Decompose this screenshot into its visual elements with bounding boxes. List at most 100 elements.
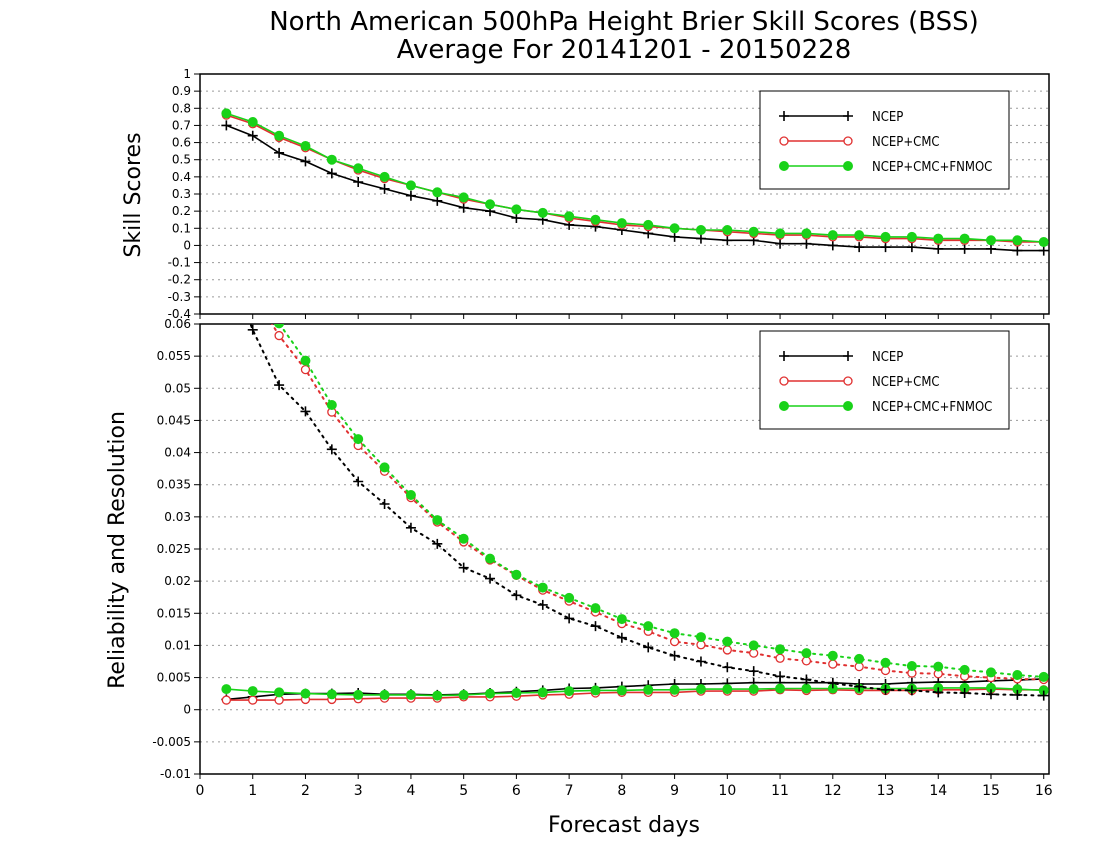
bottom-series-line-ncep	[226, 678, 1044, 701]
bottom-point-ncep-cmc-fnmoc	[748, 684, 759, 695]
bottom-point-ncep-cmc-fnmoc	[405, 490, 416, 500]
bottom-point-ncep-cmc-fnmoc	[247, 686, 258, 697]
top-y-tick-label: 0.4	[172, 170, 191, 184]
bottom-y-axis-label: Reliability and Resolution	[105, 411, 130, 689]
top-y-tick-label: 1	[183, 67, 191, 81]
bottom-point-ncep	[247, 324, 258, 335]
bottom-point-ncep	[432, 538, 443, 549]
top-point-ncep	[300, 156, 311, 167]
top-plot-frame	[199, 73, 1050, 315]
bottom-x-tick-label: 2	[301, 783, 310, 799]
bottom-series-group	[221, 255, 1049, 705]
bottom-point-ncep-cmc-fnmoc	[511, 569, 522, 580]
top-point-ncep-cmc-fnmoc	[1012, 235, 1023, 246]
bottom-point-ncep	[775, 671, 786, 682]
bottom-point-ncep	[379, 499, 390, 509]
top-y-axis-label: Skill Scores	[121, 132, 146, 257]
top-y-tick-label: 0.8	[172, 101, 191, 115]
top-point-ncep-cmc-fnmoc	[564, 211, 575, 222]
bottom-point-ncep-cmc-fnmoc	[458, 689, 469, 700]
bottom-point-ncep-cmc-fnmoc	[643, 621, 654, 632]
top-legend-label-ncep-cmc-fnmoc: NCEP+CMC+FNMOC	[872, 160, 992, 175]
bottom-point-ncep	[906, 685, 917, 696]
bottom-point-ncep-cmc	[248, 695, 258, 705]
bottom-x-tick-label: 10	[718, 783, 736, 799]
bottom-point-ncep	[643, 642, 654, 653]
bottom-point-ncep	[933, 687, 944, 698]
top-point-ncep	[669, 231, 680, 242]
bottom-point-ncep-cmc-fnmoc	[326, 400, 337, 410]
top-point-ncep	[458, 202, 469, 213]
top-point-ncep-cmc-fnmoc	[880, 231, 891, 242]
bottom-point-ncep-cmc-fnmoc	[1012, 670, 1023, 680]
bottom-x-tick-label: 14	[929, 783, 947, 799]
top-point-ncep-cmc-fnmoc	[247, 117, 258, 127]
top-point-ncep-cmc-fnmoc	[590, 214, 601, 225]
top-point-ncep-cmc-fnmoc	[1038, 237, 1049, 247]
top-panel-skill-scores: 1 0.9 0.8 0.7 0.6 0.5 0.4 0.3 0.2 0.1 0 -0.1 -0.2 -0.…	[168, 67, 1050, 321]
bottom-point-ncep	[564, 613, 575, 624]
bottom-point-ncep-cmc	[722, 645, 732, 655]
bottom-x-tick-label: 1	[248, 783, 257, 799]
bottom-point-ncep-cmc-fnmoc	[985, 667, 996, 678]
bottom-y-tick-label: 0.06	[164, 317, 191, 331]
bottom-point-ncep-cmc-fnmoc	[722, 684, 733, 695]
top-point-ncep-cmc-fnmoc	[353, 163, 364, 174]
bottom-point-ncep-cmc-fnmoc	[801, 648, 812, 659]
bottom-point-ncep-cmc-fnmoc	[564, 592, 575, 603]
bottom-point-ncep-cmc	[669, 636, 680, 647]
chart-title-line1: North American 500hPa Height Brier Skill…	[269, 7, 979, 37]
bottom-point-ncep	[616, 632, 627, 643]
bottom-point-ncep-cmc-fnmoc	[906, 661, 917, 671]
top-y-tick-label: 0.2	[172, 204, 191, 218]
top-point-ncep-cmc-fnmoc	[432, 187, 443, 198]
top-legend-marker-ncep-cmc	[779, 136, 789, 146]
bottom-y-tick-label: 0.03	[164, 510, 191, 524]
bottom-legend-marker-ncep	[843, 351, 853, 361]
top-point-ncep-cmc-fnmoc	[801, 228, 812, 239]
top-point-ncep	[405, 190, 416, 201]
bottom-point-ncep-cmc	[775, 653, 785, 663]
top-point-ncep-cmc-fnmoc	[379, 171, 390, 182]
top-point-ncep-cmc-fnmoc	[695, 225, 706, 235]
top-point-ncep-cmc-fnmoc	[274, 130, 285, 141]
bottom-point-ncep-cmc-fnmoc	[616, 614, 627, 625]
bottom-legend-box	[759, 330, 1010, 430]
bottom-point-ncep	[748, 666, 759, 677]
top-point-ncep	[274, 147, 285, 158]
bottom-point-ncep	[827, 678, 838, 689]
bottom-point-ncep-cmc-fnmoc	[300, 355, 311, 366]
top-point-ncep-cmc-fnmoc	[748, 226, 759, 237]
bottom-x-tick-label: 15	[982, 783, 1000, 799]
top-point-ncep	[985, 243, 996, 254]
bottom-point-ncep	[985, 689, 996, 700]
bottom-legend-marker-ncep-cmc-fnmoc	[779, 401, 789, 411]
top-point-ncep	[1012, 245, 1023, 256]
top-point-ncep-cmc-fnmoc	[854, 230, 865, 241]
bottom-point-ncep-cmc-fnmoc	[1038, 671, 1049, 682]
top-y-tick-label: 0.1	[172, 221, 191, 235]
bottom-point-ncep	[485, 573, 496, 584]
bottom-point-ncep	[880, 684, 891, 695]
bottom-point-ncep-cmc-fnmoc	[300, 688, 311, 699]
bottom-point-ncep	[300, 406, 311, 417]
bottom-point-ncep-cmc-fnmoc	[669, 628, 680, 639]
bottom-legend-marker-ncep	[779, 351, 789, 361]
top-point-ncep-cmc-fnmoc	[300, 141, 311, 151]
top-y-tick-label: 0	[183, 238, 191, 252]
top-point-ncep	[511, 213, 522, 223]
top-point-ncep	[775, 238, 786, 249]
bottom-point-ncep	[221, 255, 231, 265]
bottom-x-tick-label: 7	[565, 783, 574, 799]
top-point-ncep	[933, 243, 944, 254]
bottom-point-ncep-cmc-fnmoc	[564, 686, 575, 697]
bottom-point-ncep-cmc-fnmoc	[695, 684, 706, 695]
top-point-ncep-cmc-fnmoc	[616, 218, 627, 229]
bottom-point-ncep-cmc-fnmoc	[933, 661, 944, 672]
bottom-legend-marker-ncep-cmc	[843, 376, 853, 386]
top-y-tick-label: 0.7	[172, 118, 191, 132]
chart-title-line2: Average For 20141201 - 20150228	[397, 35, 852, 65]
bottom-y-tick-label: 0.05	[164, 381, 191, 395]
bottom-point-ncep	[353, 476, 364, 487]
